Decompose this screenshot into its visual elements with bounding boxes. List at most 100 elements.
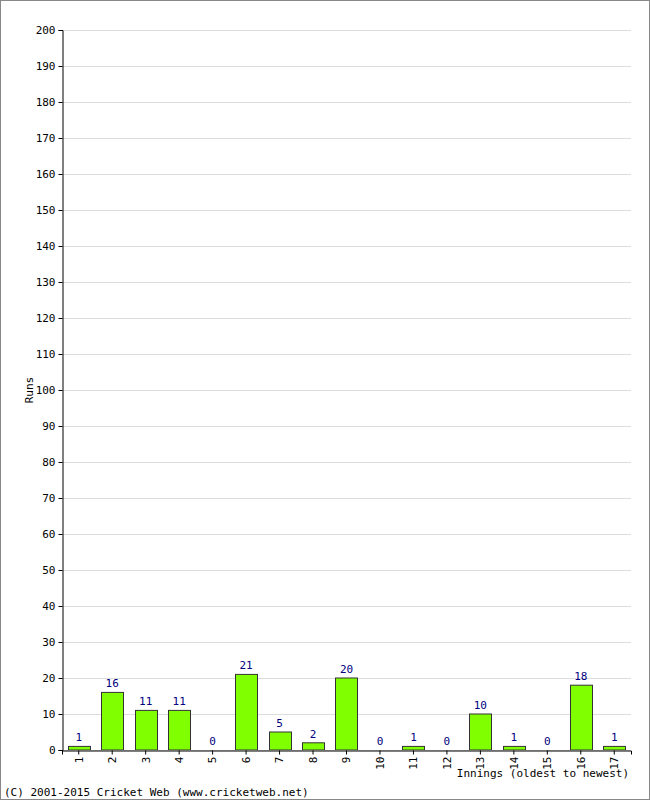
tick: 90 bbox=[42, 420, 62, 433]
bar bbox=[169, 710, 191, 750]
tick-mark bbox=[59, 750, 63, 751]
tick-label: 140 bbox=[36, 240, 56, 253]
data-label: 2 bbox=[310, 728, 317, 741]
axis-line bbox=[63, 751, 632, 755]
data-label: 10 bbox=[474, 699, 487, 712]
tick-label: 190 bbox=[36, 60, 56, 73]
data-label: 11 bbox=[173, 695, 186, 708]
tick-mark bbox=[59, 642, 63, 643]
tick-mark bbox=[59, 138, 63, 139]
grid-line bbox=[62, 210, 631, 211]
tick: 0 bbox=[49, 744, 63, 757]
tick-label: 60 bbox=[42, 528, 55, 541]
tick-mark bbox=[59, 102, 63, 103]
tick-mark bbox=[59, 30, 63, 31]
tick: 12 bbox=[441, 751, 454, 770]
bar bbox=[470, 714, 492, 750]
data-label: 0 bbox=[377, 735, 384, 748]
tick-mark bbox=[580, 751, 581, 755]
tick-mark bbox=[59, 462, 63, 463]
data-label: 1 bbox=[511, 731, 518, 744]
grid-line bbox=[62, 390, 631, 391]
tick-label: 7 bbox=[273, 757, 286, 764]
tick-mark bbox=[59, 318, 63, 319]
grid-line bbox=[62, 282, 631, 283]
tick-label: 2 bbox=[106, 757, 119, 764]
tick-label: 100 bbox=[36, 384, 56, 397]
tick: 10 bbox=[42, 708, 62, 721]
tick-label: 50 bbox=[42, 564, 55, 577]
tick-label: 110 bbox=[36, 348, 56, 361]
tick-label: 12 bbox=[441, 757, 454, 770]
tick-mark bbox=[59, 390, 63, 391]
grid-line bbox=[62, 534, 631, 535]
tick-mark bbox=[179, 751, 180, 755]
data-label: 20 bbox=[340, 663, 353, 676]
tick-label: 40 bbox=[42, 600, 55, 613]
tick-mark bbox=[59, 678, 63, 679]
tick-mark bbox=[78, 751, 79, 755]
bar bbox=[136, 710, 158, 750]
grid-line bbox=[62, 66, 631, 67]
data-label: 5 bbox=[276, 717, 283, 730]
tick-label: 150 bbox=[36, 204, 56, 217]
tick-mark bbox=[59, 174, 63, 175]
grid-line bbox=[62, 246, 631, 247]
bar bbox=[270, 732, 292, 750]
tick-label: 90 bbox=[42, 420, 55, 433]
tick-label: 30 bbox=[42, 636, 55, 649]
tick-label: 20 bbox=[42, 672, 55, 685]
tick-label: 8 bbox=[307, 757, 320, 764]
tick-mark bbox=[59, 246, 63, 247]
data-label: 0 bbox=[544, 735, 551, 748]
bar bbox=[236, 674, 258, 750]
bar bbox=[403, 746, 425, 750]
bar bbox=[370, 750, 392, 751]
data-label: 1 bbox=[75, 731, 82, 744]
tick-mark bbox=[59, 354, 63, 355]
tick: 120 bbox=[36, 312, 63, 325]
tick-label: 200 bbox=[36, 24, 56, 37]
grid-line bbox=[62, 318, 631, 319]
tick-label: 1 bbox=[73, 757, 86, 764]
tick-mark bbox=[246, 751, 247, 755]
tick-label: 160 bbox=[36, 168, 56, 181]
data-label: 0 bbox=[444, 735, 451, 748]
tick-label: 10 bbox=[374, 757, 387, 770]
bars bbox=[69, 674, 626, 750]
background bbox=[1, 1, 650, 800]
tick-mark bbox=[59, 714, 63, 715]
grid-line bbox=[62, 30, 631, 31]
axis-line bbox=[59, 31, 64, 751]
grid-line bbox=[62, 426, 631, 427]
tick-label: 80 bbox=[42, 456, 55, 469]
grid-line bbox=[62, 138, 631, 139]
annotation: (C) 2001-2015 Cricket Web (www.cricketwe… bbox=[4, 786, 309, 799]
grid-line bbox=[62, 498, 631, 499]
tick: 4 bbox=[173, 751, 186, 764]
tick-label: 180 bbox=[36, 96, 56, 109]
tick-mark bbox=[413, 751, 414, 755]
tick: 160 bbox=[36, 168, 63, 181]
data-label: 16 bbox=[106, 677, 119, 690]
grid-line bbox=[62, 642, 631, 643]
bar bbox=[203, 750, 225, 751]
tick-mark bbox=[59, 606, 63, 607]
tick-mark bbox=[614, 751, 615, 755]
tick-mark bbox=[547, 751, 548, 755]
tick: 170 bbox=[36, 132, 63, 145]
tick-mark bbox=[513, 751, 514, 755]
tick-label: 130 bbox=[36, 276, 56, 289]
tick-label: 70 bbox=[42, 492, 55, 505]
tick: 200 bbox=[36, 24, 63, 37]
y-axis: 0 10 20 30 40 50 60 70 80 90 100 110 120 130 140 150 160… bbox=[36, 24, 63, 757]
tick: 60 bbox=[42, 528, 62, 541]
tick-label: 10 bbox=[42, 708, 55, 721]
grid-line bbox=[62, 606, 631, 607]
tick: 110 bbox=[36, 348, 63, 361]
data-label: 1 bbox=[410, 731, 417, 744]
y-axis-title: Runs bbox=[23, 377, 36, 404]
tick-mark bbox=[480, 751, 481, 755]
tick-label: 120 bbox=[36, 312, 56, 325]
data-label: 0 bbox=[209, 735, 216, 748]
